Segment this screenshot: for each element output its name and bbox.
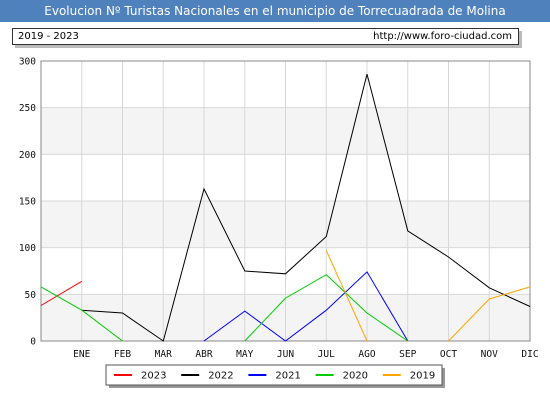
legend-label-2021: 2021 [275,371,300,382]
y-tick-label: 250 [19,103,36,114]
x-tick-label: FEB [114,349,131,360]
series-line-2020 [244,274,409,342]
legend-label-2019: 2019 [410,371,435,382]
x-tick-label: AGO [358,349,375,360]
x-tick-label: DIC [521,349,538,360]
series-line-2023 [40,280,83,306]
legend-label-2022: 2022 [208,371,233,382]
series-line-2019 [448,286,531,342]
y-tick-label: 300 [19,57,36,68]
x-tick-label: ENE [73,349,90,360]
legend-label-2023: 2023 [141,371,166,382]
series-line-2022 [81,73,531,342]
x-tick-label: NOV [481,349,498,360]
y-tick-label: 50 [25,290,37,301]
y-tick-label: 100 [19,243,36,254]
legend-box [105,364,443,386]
y-tick-label: 200 [19,150,36,161]
x-tick-label: SEP [399,349,416,360]
y-tick-label: 150 [19,197,36,208]
x-tick-label: MAY [236,349,253,360]
series-line-2019 [325,250,368,342]
x-tick-label: OCT [440,349,457,360]
chart-title: Evolucion Nº Turistas Nacionales en el m… [0,0,550,22]
y-tick-label: 0 [30,337,36,348]
series-line-2020 [40,286,123,342]
x-tick-label: JUL [318,349,335,360]
x-tick-label: ABR [195,349,212,360]
x-tick-label: MAR [155,349,172,360]
x-tick-label: JUN [277,349,294,360]
period-label: 2019 - 2023 [18,31,79,42]
legend-label-2020: 2020 [343,371,368,382]
info-bar: 2019 - 2023 http://www.foro-ciudad.com [12,28,519,45]
source-url[interactable]: http://www.foro-ciudad.com [373,31,512,42]
series-line-2021 [203,271,409,342]
